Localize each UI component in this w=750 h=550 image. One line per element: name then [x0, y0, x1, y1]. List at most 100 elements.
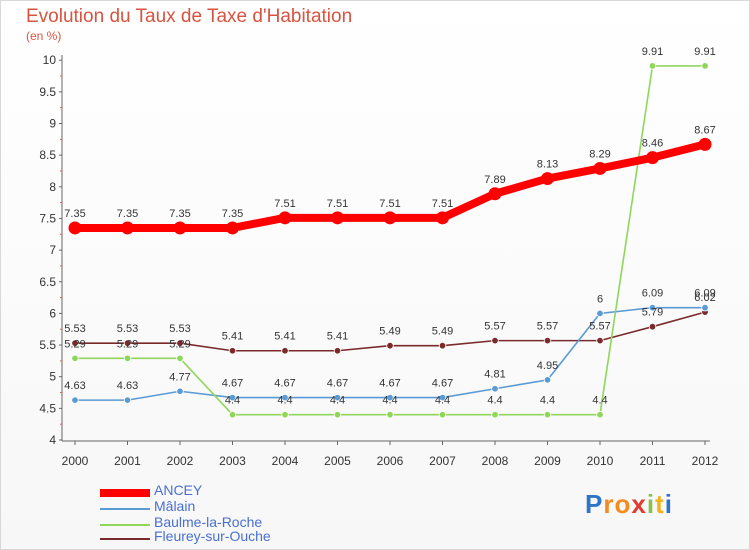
y-tick-label: 7 — [49, 243, 56, 257]
data-point — [176, 339, 184, 347]
legend-label-baulme: Baulme-la-Roche — [154, 514, 263, 530]
data-point — [386, 393, 394, 402]
x-tick-label: 2005 — [324, 454, 351, 468]
x-tick-label: 2008 — [482, 454, 509, 468]
data-label: 4.67 — [222, 378, 243, 390]
legend-swatch-ancey — [100, 489, 150, 497]
data-point — [701, 62, 709, 70]
x-tick-label: 2012 — [692, 454, 719, 468]
x-tick-label: 2010 — [587, 454, 614, 468]
data-point — [438, 410, 447, 419]
data-label: 8.29 — [589, 148, 610, 160]
data-point — [333, 393, 342, 402]
x-tick-label: 2006 — [377, 454, 404, 468]
x-tick-label: 2009 — [534, 454, 561, 468]
legend-item-malain: Mâlain — [100, 498, 360, 516]
legend-swatch-fleurey — [100, 538, 150, 540]
logo-letter: x — [631, 489, 647, 519]
data-point — [386, 410, 394, 419]
x-tick-label: 2002 — [167, 454, 194, 468]
y-tick-label: 10 — [43, 53, 57, 67]
data-point — [701, 304, 709, 312]
data-label: 4.67 — [327, 378, 348, 390]
y-tick-label: 4.5 — [39, 401, 56, 415]
data-point — [386, 341, 394, 350]
data-label: 6.09 — [642, 288, 663, 300]
data-label: 4.95 — [537, 360, 558, 372]
data-label: 7.35 — [222, 208, 243, 220]
data-point — [228, 410, 237, 419]
data-label: 4.67 — [379, 378, 400, 390]
data-label: 5.29 — [64, 338, 85, 350]
y-tick-label: 4 — [49, 433, 56, 447]
data-label: 8.67 — [694, 124, 715, 136]
data-point — [491, 410, 499, 419]
data-label: 5.49 — [432, 326, 453, 338]
data-point — [543, 410, 552, 419]
data-point — [331, 211, 344, 225]
data-label: 4.4 — [277, 395, 292, 407]
data-point — [121, 221, 134, 235]
data-label: 5.29 — [117, 338, 138, 350]
data-point — [543, 376, 552, 384]
data-label: 4.4 — [382, 395, 397, 407]
data-point — [596, 410, 604, 419]
data-label: 9.91 — [694, 46, 715, 58]
data-point — [333, 347, 342, 355]
data-point — [543, 336, 552, 345]
data-point — [596, 336, 604, 345]
data-point — [648, 322, 657, 331]
y-tick-label: 5 — [49, 370, 56, 384]
data-point — [646, 151, 659, 165]
data-label: 4.4 — [592, 395, 607, 407]
data-point — [278, 211, 292, 225]
data-point — [123, 396, 132, 404]
data-label: 4.67 — [274, 378, 295, 390]
data-label: 5.41 — [327, 331, 348, 343]
data-point — [593, 161, 607, 175]
data-point — [228, 393, 237, 402]
data-point — [71, 354, 79, 363]
data-label: 4.4 — [540, 395, 555, 407]
x-tick-label: 2007 — [429, 454, 456, 468]
data-label: 5.53 — [169, 323, 190, 335]
data-point — [491, 336, 499, 345]
legend-item-baulme: Baulme-la-Roche — [100, 514, 360, 532]
data-label: 4.63 — [117, 380, 138, 392]
data-label: 5.53 — [64, 323, 85, 335]
logo-letter: i — [646, 489, 656, 519]
logo-letter: P — [585, 489, 604, 519]
data-label: 5.41 — [222, 331, 243, 343]
x-tick-label: 2003 — [219, 454, 246, 468]
data-label: 7.51 — [432, 198, 453, 210]
data-label: 5.79 — [642, 307, 663, 319]
x-tick-label: 2000 — [62, 454, 89, 468]
data-label: 4.77 — [169, 371, 190, 383]
data-point — [226, 221, 239, 235]
data-point — [123, 354, 132, 363]
data-label: 7.51 — [327, 198, 348, 210]
data-label: 6.02 — [694, 292, 715, 304]
data-label: 9.91 — [642, 46, 663, 58]
data-point — [438, 341, 447, 350]
legend-label-fleurey: Fleurey-sur-Ouche — [154, 528, 271, 544]
legend-item-ancey: ANCEY — [100, 482, 360, 500]
data-label: 5.57 — [484, 321, 505, 333]
data-label: 5.53 — [117, 323, 138, 335]
data-label: 4.4 — [487, 395, 502, 407]
data-label: 4.4 — [225, 395, 240, 407]
x-tick-label: 2001 — [114, 454, 141, 468]
data-label: 5.41 — [274, 331, 295, 343]
y-tick-label: 9.5 — [39, 85, 56, 99]
data-label: 4.4 — [435, 395, 450, 407]
y-tick-label: 9 — [49, 117, 56, 131]
legend-swatch-malain — [100, 508, 150, 510]
data-label: 7.35 — [169, 208, 190, 220]
logo-letter: r — [603, 489, 615, 519]
legend-swatch-baulme — [100, 524, 150, 526]
legend-label-malain: Mâlain — [154, 498, 196, 514]
data-point — [281, 410, 289, 419]
y-tick-label: 5.5 — [39, 338, 56, 352]
data-point — [648, 304, 657, 312]
